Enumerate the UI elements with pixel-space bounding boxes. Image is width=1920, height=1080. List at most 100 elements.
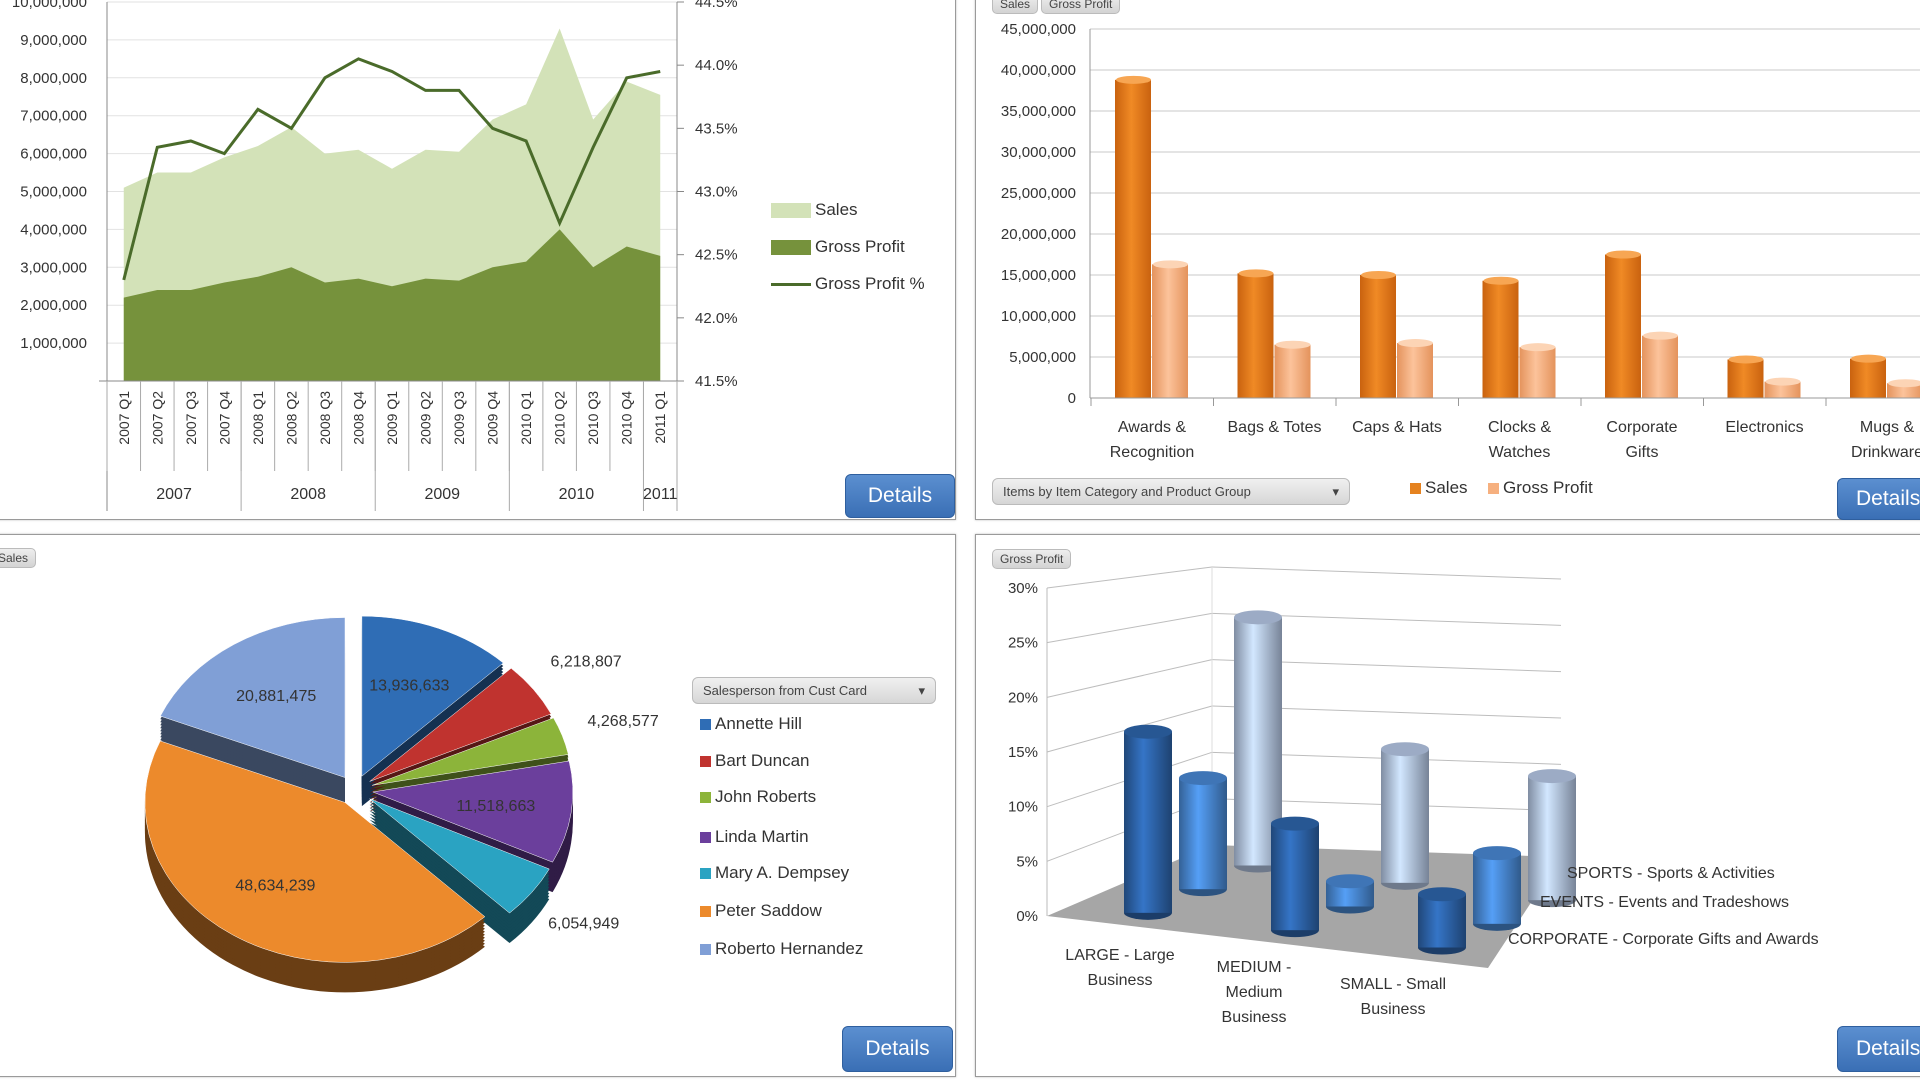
y-tick-label: 5,000,000 (20, 184, 87, 201)
bar-cap (1483, 276, 1519, 285)
legend-swatch (700, 831, 711, 843)
y-tick-label: 25,000,000 (1001, 185, 1076, 202)
legend-item: John Roberts (700, 787, 816, 807)
legend-item: Linda Martin (700, 827, 809, 847)
x-tick-label: 2011 Q1 (652, 391, 668, 444)
cylinder-corporate (1124, 731, 1172, 913)
bar-cap (1116, 75, 1151, 84)
sales-trend-chart: 1,000,000 2,000,000 3,000,000 4,000,000 5,00… (12, 0, 738, 511)
x-tick-label: Business (1361, 1001, 1426, 1018)
bar-gross-profit (1519, 347, 1556, 398)
series-axis-label: CORPORATE - Corporate Gifts and Awards (1508, 931, 1819, 948)
bar-sales (1850, 358, 1886, 398)
y-tick-label: 4,000,000 (20, 221, 87, 238)
legend-swatch (700, 718, 711, 730)
y-tick-label: 10,000,000 (1001, 308, 1076, 325)
details-button-sales-trend[interactable]: Details (845, 474, 955, 518)
pie-slice (361, 615, 504, 777)
field-button-sales[interactable]: Sales (992, 0, 1039, 14)
cylinder-top (1179, 771, 1227, 786)
y-tick-label: 25% (1008, 635, 1038, 652)
legend-label: Sales (1425, 478, 1468, 497)
y-tick-label: 5% (1016, 853, 1038, 870)
x-tick-label: Mugs & (1860, 419, 1915, 436)
bar-cap (1520, 343, 1556, 352)
x-tick-label: 2010 Q2 (552, 391, 568, 445)
y2-tick-label: 42.0% (695, 310, 738, 327)
cylinder-top (1473, 846, 1521, 861)
bar-sales (1115, 79, 1151, 398)
x-tick-label: Awards & (1118, 419, 1187, 436)
details-button-segment[interactable]: Details (1837, 1026, 1920, 1072)
salesperson-dropdown[interactable]: Salesperson from Cust Card ▾ (692, 677, 936, 704)
y2-tick-label: 42.5% (695, 247, 738, 264)
bar-gross-profit (1274, 344, 1311, 398)
y-tick-label: 35,000,000 (1001, 103, 1076, 120)
x-tick-label: Watches (1489, 444, 1551, 461)
x-tick-label: SMALL - Small (1340, 976, 1446, 993)
legend-swatch (771, 282, 811, 286)
bar-cap (1606, 250, 1641, 259)
legend-swatch (700, 755, 711, 767)
y2-tick-label: 43.5% (695, 120, 738, 137)
bar-gross-profit (1764, 381, 1801, 398)
bar-cap (1643, 331, 1678, 340)
field-button-gross-profit[interactable]: Gross Profit (1041, 0, 1121, 14)
pie-data-label: 6,218,807 (550, 653, 621, 670)
y-tick-label: 8,000,000 (20, 70, 87, 87)
details-button-salesperson[interactable]: Details (842, 1026, 953, 1072)
bar-gross-profit (1152, 264, 1188, 398)
panel-segment (975, 534, 1920, 1077)
legend-item: Roberto Hernandez (700, 939, 863, 959)
bar-cap (1765, 377, 1801, 386)
x-tick-label: 2007 Q4 (216, 391, 232, 445)
y-tick-label: 10,000,000 (12, 0, 87, 11)
category-bar-chart: 0 5,000,000 10,000,000 15,000,000 20,000,000… (1001, 21, 1920, 461)
year-label: 2008 (290, 486, 326, 503)
legend-label: John Roberts (715, 787, 817, 806)
legend-label: Gross Profit (1503, 478, 1593, 497)
legend-label: Bart Duncan (715, 751, 810, 770)
cylinder-top (1528, 769, 1576, 784)
year-label: 2011 (643, 486, 678, 503)
bar-sales (1237, 273, 1274, 398)
y-tick-label: 7,000,000 (20, 108, 87, 125)
bar-sales (1360, 275, 1396, 398)
bar-sales (1727, 359, 1764, 398)
legend-label: Annette Hill (715, 714, 802, 733)
cylinder-events (1473, 853, 1521, 924)
bar-cap (1238, 269, 1274, 278)
pie-data-label: 6,054,949 (548, 915, 619, 932)
cylinder-top (1234, 610, 1282, 625)
legend-swatch (700, 905, 711, 917)
y2-tick-label: 44.5% (695, 0, 738, 11)
cylinder-top (1271, 816, 1319, 831)
year-label: 2010 (559, 486, 595, 503)
pie-slice (159, 617, 346, 778)
legend-item: Peter Saddow (700, 901, 822, 921)
x-tick-label: 2008 Q2 (283, 391, 299, 445)
legend-label: Sales (815, 200, 858, 219)
y-tick-label: 20,000,000 (1001, 226, 1076, 243)
series-axis-label: SPORTS - Sports & Activities (1567, 865, 1775, 882)
x-tick-label: 2009 Q1 (384, 391, 400, 445)
item-category-dropdown[interactable]: Items by Item Category and Product Group… (992, 478, 1350, 505)
panel-sales-trend (0, 0, 956, 520)
x-tick-label: MEDIUM - (1217, 959, 1292, 976)
x-tick-label: Medium (1226, 984, 1283, 1001)
field-button-gross-profit[interactable]: Gross Profit (992, 549, 1072, 569)
y-tick-label: 0 (1068, 390, 1076, 407)
legend-label: Mary A. Dempsey (715, 863, 850, 882)
x-tick-label: 2007 Q3 (183, 391, 199, 445)
bar-cap (1361, 271, 1396, 279)
legend-gross-profit: Gross Profit (1488, 478, 1593, 498)
x-tick-label: 2010 Q4 (619, 391, 635, 445)
bar-sales (1482, 280, 1519, 398)
details-button-category[interactable]: Details (1837, 478, 1920, 520)
y2-tick-label: 44.0% (695, 57, 738, 74)
field-button-sales[interactable]: Sales (0, 548, 37, 568)
x-tick-label: Electronics (1725, 419, 1803, 436)
x-tick-label: Caps & Hats (1352, 419, 1442, 436)
x-tick-label: 2009 Q4 (485, 391, 501, 445)
